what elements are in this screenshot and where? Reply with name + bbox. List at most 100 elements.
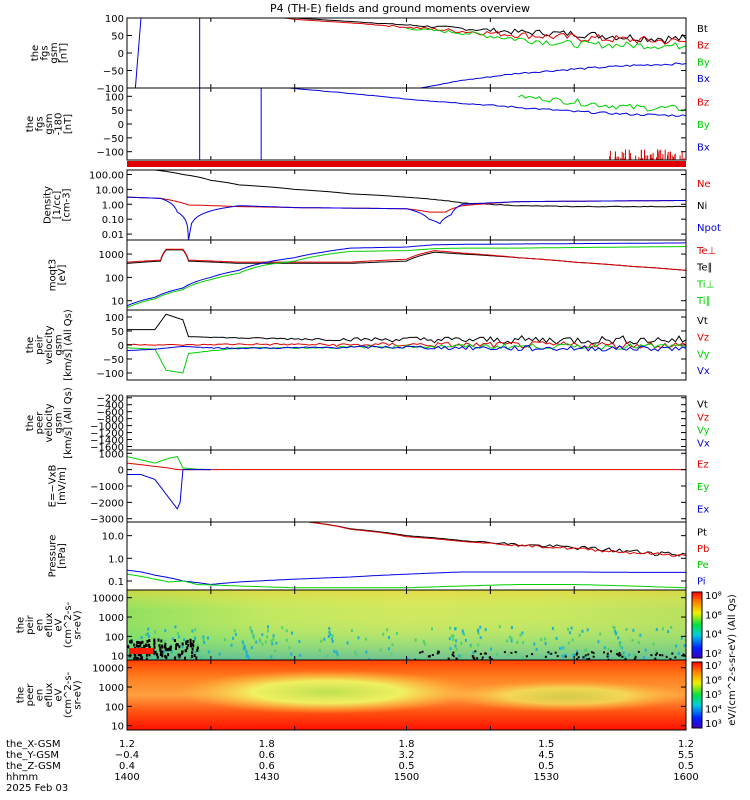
peir-speckle xyxy=(507,653,510,657)
ylabel-line: [nPa] xyxy=(57,543,68,569)
ytick-label: −100 xyxy=(97,148,124,159)
ylabel-line: eflux xyxy=(44,613,55,638)
peir-noise xyxy=(577,656,580,659)
ytick-label: 50 xyxy=(111,106,124,117)
peir-noise xyxy=(173,639,176,643)
peir-noise xyxy=(674,656,677,659)
peir-speckle xyxy=(291,631,294,635)
peir-noise xyxy=(147,643,150,647)
colorbar-title-text: eV/(cm^2-s-sr-eV) (All Qs) xyxy=(727,594,738,726)
peir-speckle xyxy=(670,625,673,629)
peir-speckle xyxy=(266,629,269,633)
peir-noise xyxy=(481,656,484,659)
colorbar-tick: 10⁴ xyxy=(705,705,722,716)
peir-speckle xyxy=(521,631,524,635)
peir-speckle xyxy=(320,639,323,643)
ylabel-line: eV xyxy=(54,688,65,701)
peir-speckle xyxy=(350,629,353,633)
peir-speckle xyxy=(544,642,547,646)
peir-noise xyxy=(654,653,657,656)
peir-noise xyxy=(133,657,136,661)
peir-speckle xyxy=(328,630,331,634)
peir-speckle xyxy=(489,647,492,651)
peir-speckle xyxy=(680,636,683,640)
peir-noise xyxy=(654,657,657,660)
ytick-label: 100.00 xyxy=(89,170,124,181)
peir-noise xyxy=(139,644,142,648)
peir-noise xyxy=(619,654,622,657)
peir-noise xyxy=(164,642,167,646)
series-Bz xyxy=(191,17,687,45)
peir-noise xyxy=(178,645,181,649)
peir-speckle xyxy=(506,639,509,643)
peir-speckle xyxy=(245,651,248,655)
peir-noise xyxy=(155,653,158,657)
colorbar-tick: 10³ xyxy=(705,719,722,730)
peir-speckle xyxy=(223,638,226,642)
peir-noise xyxy=(146,640,149,644)
peir-noise xyxy=(145,653,148,657)
ephem-value: 1530 xyxy=(534,772,559,783)
peir-noise xyxy=(159,646,162,650)
ytick-label: 0 xyxy=(118,120,124,131)
peir-noise xyxy=(669,658,672,661)
peir-speckle xyxy=(390,652,393,656)
peir-noise xyxy=(665,655,668,658)
ytick-label: 0.01 xyxy=(102,230,124,241)
legend-Vz: Vz xyxy=(697,333,709,344)
peir-speckle xyxy=(558,647,561,651)
peir-noise xyxy=(186,639,189,643)
ytick-label: 100 xyxy=(105,273,124,284)
ylabel-line: (cm^2-s- xyxy=(63,601,74,648)
peir-speckle xyxy=(460,642,463,646)
peir-speckle xyxy=(510,639,513,643)
peir-speckle xyxy=(620,646,623,650)
series-Ni xyxy=(127,169,687,208)
peir-speckle xyxy=(242,641,245,645)
legend-Ey: Ey xyxy=(697,482,709,493)
legend-Bt: Bt xyxy=(697,24,708,35)
ytick-label: 100 xyxy=(105,92,124,103)
peir-speckle xyxy=(147,634,150,638)
peir-noise xyxy=(447,657,450,660)
ylabel-line: gsm xyxy=(49,42,60,63)
peir-speckle xyxy=(270,639,273,643)
peir-speckle xyxy=(477,629,480,633)
peir-noise xyxy=(658,654,661,657)
peir-speckle xyxy=(510,636,513,640)
peir-noise xyxy=(586,658,589,661)
peir-noise xyxy=(167,653,170,657)
series-Ez xyxy=(126,462,686,471)
peir-noise xyxy=(160,650,163,654)
series-Ti⊥ xyxy=(126,246,687,309)
peir-speckle xyxy=(422,640,425,644)
peir-speckle xyxy=(585,648,588,652)
peir-speckle xyxy=(336,653,339,657)
ephem-value: 1430 xyxy=(254,772,279,783)
ylabel-line: the xyxy=(25,337,36,353)
peir-speckle xyxy=(498,625,501,629)
series-Npot xyxy=(127,196,686,241)
peir-noise xyxy=(154,650,157,654)
ytick-label: 100 xyxy=(105,313,124,324)
peir-speckle xyxy=(449,626,452,630)
peir-noise xyxy=(618,654,621,657)
ylabel-line: [nT] xyxy=(63,114,74,134)
peir-noise xyxy=(148,645,151,649)
panel-6: −200−400−600−800−1000−1200−1400−1600 thep… xyxy=(25,387,710,459)
series-Ey xyxy=(126,455,211,471)
peir-speckle xyxy=(232,636,235,640)
colorbar-tick: 10² xyxy=(705,649,722,660)
peir-speckle xyxy=(683,644,686,648)
peir-speckle xyxy=(198,649,201,653)
ylabel-line: [km/s] (All Qs) xyxy=(63,309,74,381)
peir-speckle xyxy=(230,643,233,647)
ephem-value: −0.4 xyxy=(115,750,139,761)
peir-speckle xyxy=(382,632,385,636)
peir-noise xyxy=(186,646,189,650)
peir-speckle xyxy=(207,636,210,640)
peir-noise xyxy=(156,655,159,659)
ytick-label: 1.00 xyxy=(102,200,124,211)
